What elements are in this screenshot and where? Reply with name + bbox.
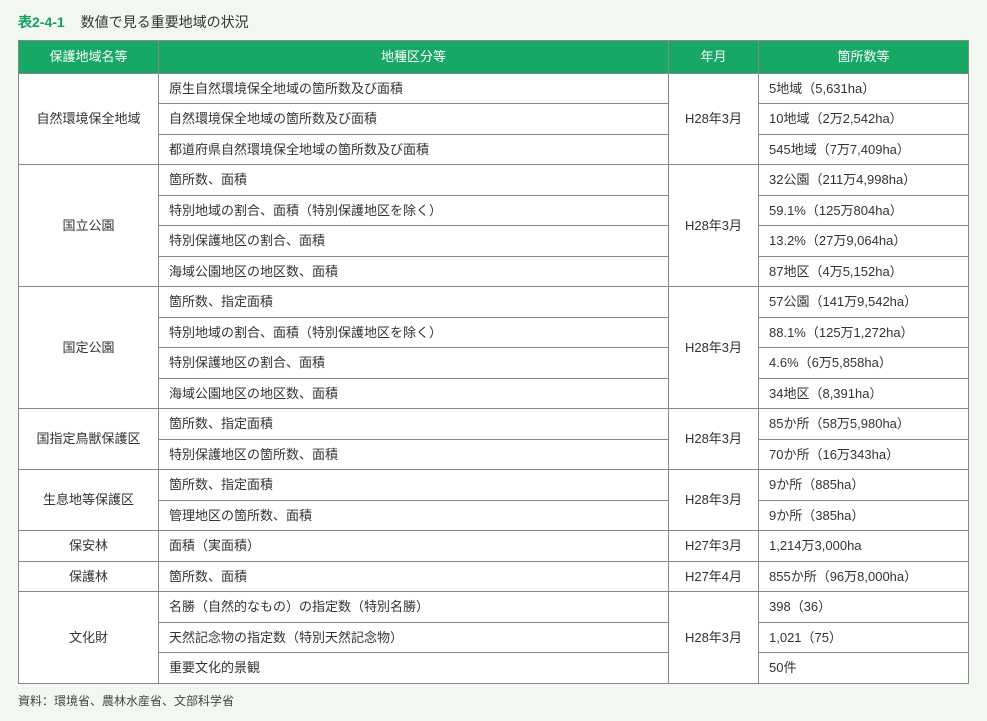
classification-cell: 箇所数、面積	[159, 165, 669, 196]
count-cell: 855か所（96万8,000ha）	[759, 561, 969, 592]
table-row: 特別保護地区の箇所数、面積 70か所（16万343ha）	[19, 439, 969, 470]
date-cell: H28年3月	[669, 409, 759, 470]
table-row: 保護林箇所数、面積H27年4月855か所（96万8,000ha）	[19, 561, 969, 592]
classification-cell: 原生自然環境保全地域の箇所数及び面積	[159, 73, 669, 104]
count-cell: 70か所（16万343ha）	[759, 439, 969, 470]
table-row: 海域公園地区の地区数、面積 34地区（8,391ha）	[19, 378, 969, 409]
count-cell: 5地域（5,631ha）	[759, 73, 969, 104]
group-name-cell: 国指定鳥獣保護区	[19, 409, 159, 470]
table-row: 特別地域の割合、面積（特別保護地区を除く） 59.1%（125万804ha）	[19, 195, 969, 226]
classification-cell: 天然記念物の指定数（特別天然記念物）	[159, 622, 669, 653]
table-row: 自然環境保全地域原生自然環境保全地域の箇所数及び面積H28年3月5地域（5,63…	[19, 73, 969, 104]
count-cell: 9か所（885ha）	[759, 470, 969, 501]
count-cell: 85か所（58万5,980ha）	[759, 409, 969, 440]
table-row: 都道府県自然環境保全地域の箇所数及び面積 545地域（7万7,409ha）	[19, 134, 969, 165]
classification-cell: 箇所数、指定面積	[159, 409, 669, 440]
classification-cell: 特別保護地区の割合、面積	[159, 226, 669, 257]
header-row: 保護地域名等 地種区分等 年月 箇所数等	[19, 41, 969, 74]
group-name-cell: 文化財	[19, 592, 159, 684]
date-cell: H28年3月	[669, 470, 759, 531]
classification-cell: 管理地区の箇所数、面積	[159, 500, 669, 531]
header-class: 地種区分等	[159, 41, 669, 74]
count-cell: 9か所（385ha）	[759, 500, 969, 531]
header-date: 年月	[669, 41, 759, 74]
important-areas-table: 保護地域名等 地種区分等 年月 箇所数等 自然環境保全地域原生自然環境保全地域の…	[18, 40, 969, 684]
count-cell: 4.6%（6万5,858ha）	[759, 348, 969, 379]
group-name-cell: 国定公園	[19, 287, 159, 409]
date-cell: H27年3月	[669, 531, 759, 562]
count-cell: 87地区（4万5,152ha）	[759, 256, 969, 287]
count-cell: 1,214万3,000ha	[759, 531, 969, 562]
group-name-cell: 生息地等保護区	[19, 470, 159, 531]
classification-cell: 特別保護地区の割合、面積	[159, 348, 669, 379]
classification-cell: 特別保護地区の箇所数、面積	[159, 439, 669, 470]
date-cell: H28年3月	[669, 165, 759, 287]
table-row: 保安林面積（実面積）H27年3月1,214万3,000ha	[19, 531, 969, 562]
table-caption: 表2-4-1 数値で見る重要地域の状況	[18, 12, 969, 32]
table-row: 特別保護地区の割合、面積 13.2%（27万9,064ha）	[19, 226, 969, 257]
table-row: 自然環境保全地域の箇所数及び面積 10地域（2万2,542ha）	[19, 104, 969, 135]
count-cell: 32公園（211万4,998ha）	[759, 165, 969, 196]
classification-cell: 海域公園地区の地区数、面積	[159, 378, 669, 409]
table-row: 特別保護地区の割合、面積 4.6%（6万5,858ha）	[19, 348, 969, 379]
table-row: 生息地等保護区箇所数、指定面積H28年3月9か所（885ha）	[19, 470, 969, 501]
classification-cell: 箇所数、指定面積	[159, 470, 669, 501]
classification-cell: 箇所数、面積	[159, 561, 669, 592]
classification-cell: 都道府県自然環境保全地域の箇所数及び面積	[159, 134, 669, 165]
count-cell: 59.1%（125万804ha）	[759, 195, 969, 226]
classification-cell: 特別地域の割合、面積（特別保護地区を除く）	[159, 195, 669, 226]
table-row: 国立公園箇所数、面積H28年3月32公園（211万4,998ha）	[19, 165, 969, 196]
classification-cell: 面積（実面積）	[159, 531, 669, 562]
count-cell: 57公園（141万9,542ha）	[759, 287, 969, 318]
date-cell: H28年3月	[669, 592, 759, 684]
table-row: 特別地域の割合、面積（特別保護地区を除く） 88.1%（125万1,272ha）	[19, 317, 969, 348]
header-count: 箇所数等	[759, 41, 969, 74]
classification-cell: 特別地域の割合、面積（特別保護地区を除く）	[159, 317, 669, 348]
group-name-cell: 国立公園	[19, 165, 159, 287]
date-cell: H27年4月	[669, 561, 759, 592]
table-row: 重要文化的景観 50件	[19, 653, 969, 684]
count-cell: 34地区（8,391ha）	[759, 378, 969, 409]
count-cell: 50件	[759, 653, 969, 684]
group-name-cell: 自然環境保全地域	[19, 73, 159, 165]
date-cell: H28年3月	[669, 287, 759, 409]
count-cell: 88.1%（125万1,272ha）	[759, 317, 969, 348]
count-cell: 545地域（7万7,409ha）	[759, 134, 969, 165]
table-row: 海域公園地区の地区数、面積 87地区（4万5,152ha）	[19, 256, 969, 287]
count-cell: 398（36）	[759, 592, 969, 623]
table-row: 天然記念物の指定数（特別天然記念物） 1,021（75）	[19, 622, 969, 653]
date-cell: H28年3月	[669, 73, 759, 165]
classification-cell: 重要文化的景観	[159, 653, 669, 684]
classification-cell: 自然環境保全地域の箇所数及び面積	[159, 104, 669, 135]
classification-cell: 海域公園地区の地区数、面積	[159, 256, 669, 287]
table-row: 文化財名勝（自然的なもの）の指定数（特別名勝）H28年3月398（36）	[19, 592, 969, 623]
header-name: 保護地域名等	[19, 41, 159, 74]
table-row: 管理地区の箇所数、面積 9か所（385ha）	[19, 500, 969, 531]
table-row: 国定公園箇所数、指定面積H28年3月57公園（141万9,542ha）	[19, 287, 969, 318]
source-note: 資料：環境省、農林水産省、文部科学省	[18, 692, 969, 709]
count-cell: 1,021（75）	[759, 622, 969, 653]
group-name-cell: 保安林	[19, 531, 159, 562]
classification-cell: 箇所数、指定面積	[159, 287, 669, 318]
group-name-cell: 保護林	[19, 561, 159, 592]
table-number: 表2-4-1	[18, 14, 65, 30]
classification-cell: 名勝（自然的なもの）の指定数（特別名勝）	[159, 592, 669, 623]
count-cell: 13.2%（27万9,064ha）	[759, 226, 969, 257]
table-row: 国指定鳥獣保護区箇所数、指定面積H28年3月85か所（58万5,980ha）	[19, 409, 969, 440]
table-title: 数値で見る重要地域の状況	[81, 14, 249, 30]
count-cell: 10地域（2万2,542ha）	[759, 104, 969, 135]
